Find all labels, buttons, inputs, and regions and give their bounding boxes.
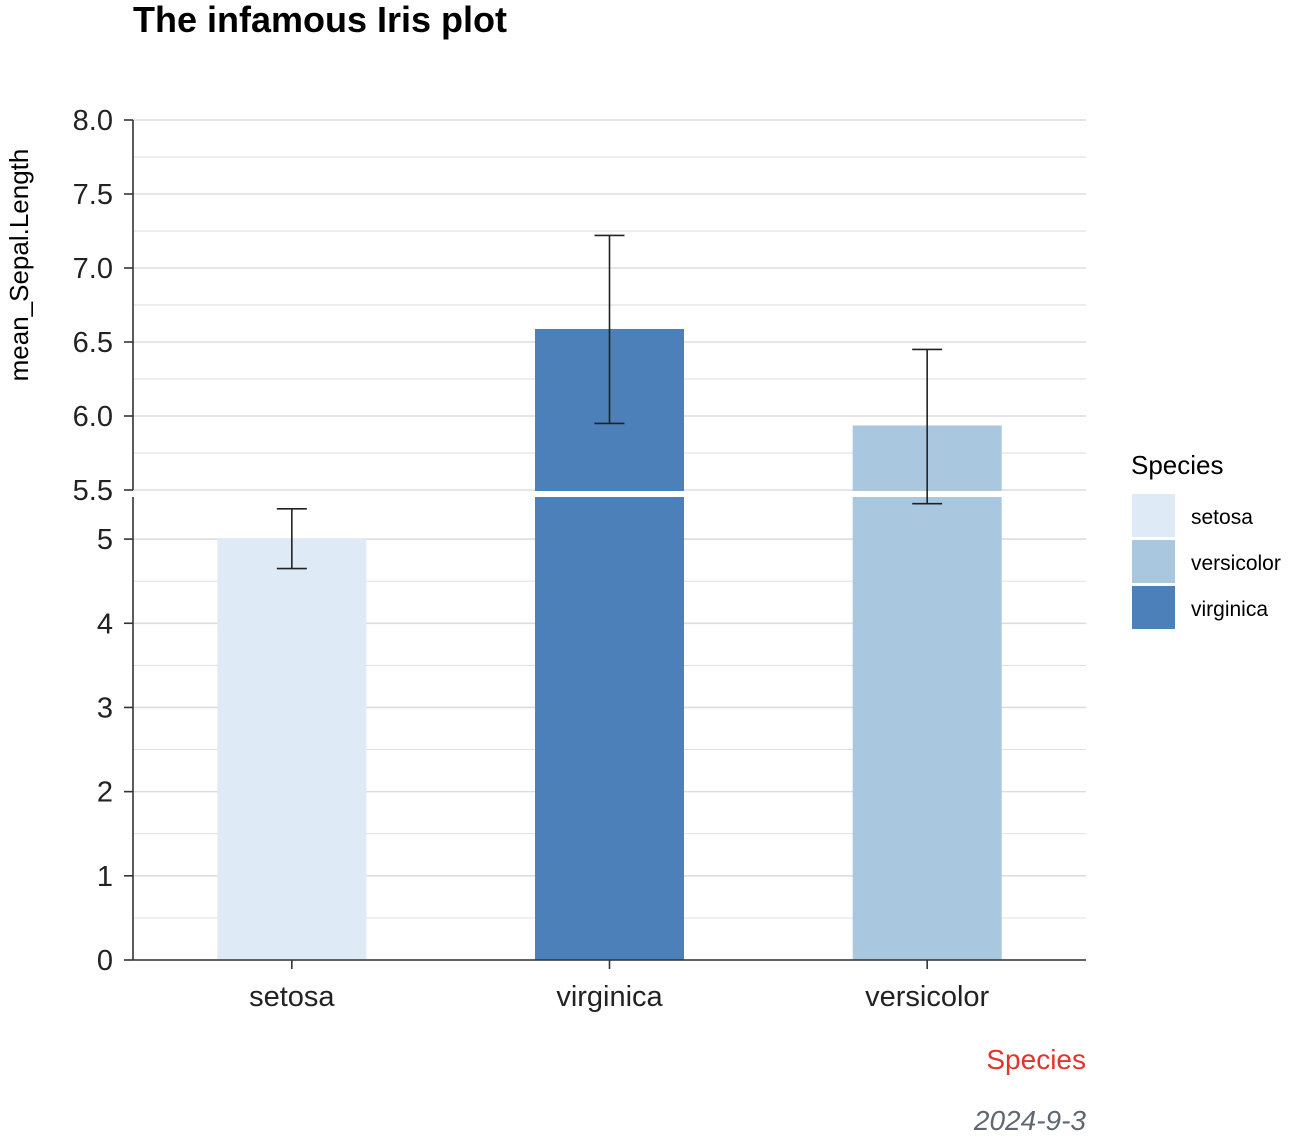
error-bar-versicolor [912, 348, 943, 505]
chart-caption: 2024-9-3 [973, 1105, 1087, 1136]
y-tick-label: 4 [97, 608, 113, 640]
y-tick-label: 1 [97, 861, 113, 893]
y-tick-label: 6.0 [73, 401, 113, 433]
x-tick-label: versicolor [865, 981, 989, 1013]
error-bars [276, 234, 943, 570]
y-tick-label: 5 [97, 524, 113, 556]
legend-label: virginica [1191, 598, 1268, 621]
y-tick-label: 8.0 [73, 105, 113, 137]
y-tick-label: 6.5 [73, 327, 113, 359]
legend-title: Species [1131, 450, 1224, 480]
y-tick-label: 3 [97, 692, 113, 724]
legend-swatch [1132, 586, 1175, 629]
bars [133, 328, 1086, 960]
chart-title: The infamous Iris plot [133, 0, 507, 40]
bar-versicolor [852, 425, 1002, 960]
y-tick-label: 2 [97, 777, 113, 809]
legend-label: setosa [1191, 506, 1253, 529]
y-tick-label: 5.5 [73, 475, 113, 507]
x-tick-label: virginica [556, 981, 663, 1013]
legend-item-versicolor: versicolor [1132, 540, 1281, 583]
error-bar-setosa [276, 507, 307, 570]
axes: 0 1 2 3 4 5 5.5 6.0 6.5 7.0 7.5 8.0 setosa virginica v… [73, 105, 1086, 1013]
y-tick-label: 0 [97, 945, 113, 977]
legend: Species setosa versicolor virginica [1131, 450, 1281, 629]
legend-item-setosa: setosa [1132, 494, 1253, 537]
bar-setosa [217, 538, 367, 960]
x-axis-label: Species [986, 1044, 1086, 1075]
y-tick-label: 7.5 [73, 179, 113, 211]
y-tick-label: 7.0 [73, 253, 113, 285]
error-bar-virginica [594, 234, 625, 425]
legend-item-virginica: virginica [1132, 586, 1268, 629]
bar-virginica [535, 328, 684, 960]
legend-swatch [1132, 540, 1175, 583]
y-axis-label: mean_Sepal.Length [4, 149, 34, 382]
axis-break-gap [133, 491, 1086, 497]
legend-label: versicolor [1191, 552, 1281, 575]
legend-swatch [1132, 494, 1175, 537]
x-tick-label: setosa [249, 981, 335, 1013]
